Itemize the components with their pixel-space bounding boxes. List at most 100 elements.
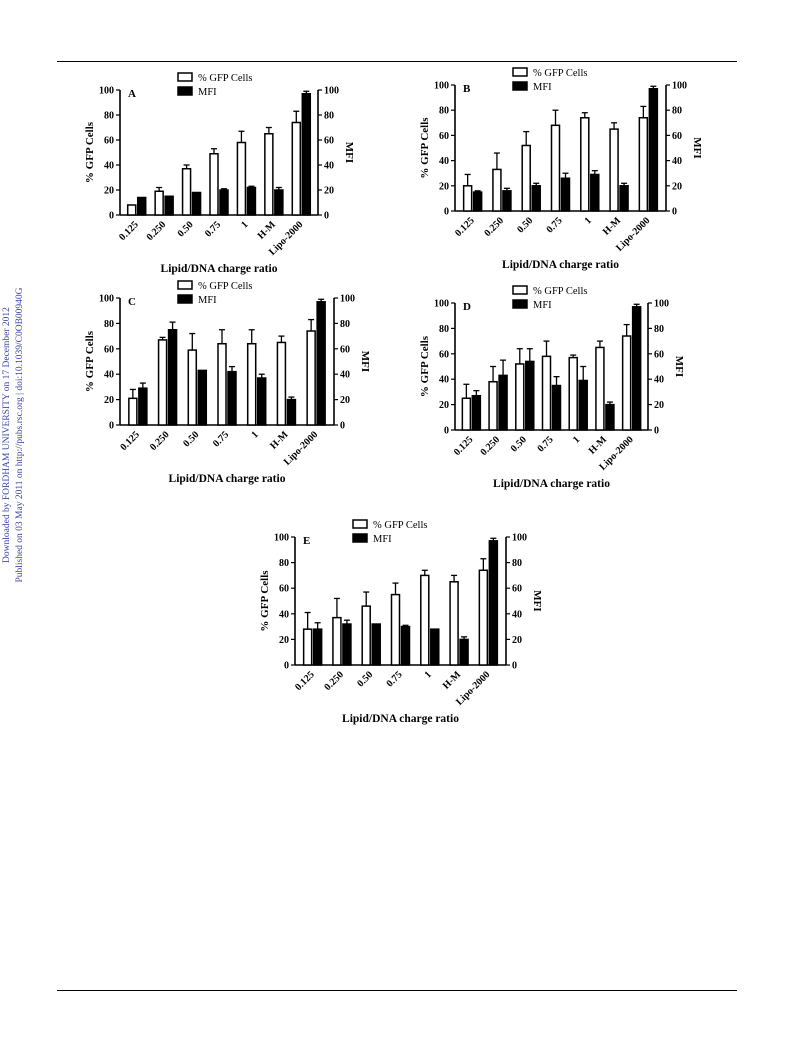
legend-swatch-gfp xyxy=(352,519,368,529)
y-tick-label-left: 80 xyxy=(104,111,114,122)
y-tick-label-right: 40 xyxy=(340,370,350,381)
legend-swatch-gfp xyxy=(512,67,528,77)
y-tick-label-right: 40 xyxy=(512,609,522,620)
y-tick-label-right: 20 xyxy=(654,400,664,411)
y-tick-label-left: 40 xyxy=(439,375,449,386)
y-tick-label-left: 0 xyxy=(444,207,449,218)
y-tick-label-right: 60 xyxy=(340,344,350,355)
y-tick-label-right: 20 xyxy=(324,186,334,197)
bar-mfi xyxy=(459,638,469,666)
bar-gfp xyxy=(302,628,313,666)
y-tick-label-right: 80 xyxy=(654,324,664,335)
x-tick-label: 0.250 xyxy=(322,669,346,693)
bar-mfi xyxy=(371,623,381,666)
legend-label-mfi: MFI xyxy=(198,295,217,306)
x-tick-label: 1 xyxy=(250,429,261,440)
x-axis-title: Lipid/DNA charge ratio xyxy=(502,259,619,271)
y-axis-title-left: % GFP Cells xyxy=(419,117,431,179)
y-tick-label-right: 40 xyxy=(654,375,664,386)
x-tick-label: 1 xyxy=(583,215,594,226)
bar-mfi xyxy=(488,540,499,666)
bar-gfp xyxy=(449,581,459,666)
y-tick-label-right: 60 xyxy=(672,131,682,142)
legend-swatch-mfi xyxy=(512,299,528,309)
legend-swatch-mfi xyxy=(177,86,193,96)
legend-label-gfp: % GFP Cells xyxy=(373,520,427,531)
y-tick-label-right: 60 xyxy=(654,349,664,360)
x-tick-label: 1 xyxy=(571,434,582,445)
y-tick-label-left: 0 xyxy=(444,426,449,437)
y-axis-title-left: % GFP Cells xyxy=(419,335,431,397)
bar-mfi xyxy=(197,369,208,426)
y-tick-label-left: 60 xyxy=(104,136,114,147)
x-axis-title: Lipid/DNA charge ratio xyxy=(342,713,459,725)
legend-swatch-gfp xyxy=(177,72,193,82)
y-tick-label-left: 0 xyxy=(284,661,289,672)
legend-label-gfp: % GFP Cells xyxy=(533,286,587,297)
panel-label: C xyxy=(128,296,136,308)
y-tick-label-left: 80 xyxy=(439,106,449,117)
y-axis-title-left: % GFP Cells xyxy=(84,121,96,183)
y-axis-title-right: MFI xyxy=(691,137,703,158)
y-tick-label-right: 0 xyxy=(340,421,345,432)
top-rule xyxy=(57,61,737,62)
y-tick-label-right: 80 xyxy=(324,111,334,122)
bar-gfp xyxy=(332,616,342,666)
y-tick-label-right: 100 xyxy=(654,299,669,310)
legend-label-mfi: MFI xyxy=(533,300,552,311)
legend-swatch-gfp xyxy=(177,280,193,290)
legend-label-gfp: % GFP Cells xyxy=(198,73,252,84)
y-tick-label-left: 20 xyxy=(104,395,114,406)
bar-mfi xyxy=(312,628,323,666)
y-tick-label-right: 0 xyxy=(512,661,517,672)
y-tick-label-right: 100 xyxy=(512,533,527,544)
legend-swatch-mfi xyxy=(177,294,193,304)
y-tick-label-left: 0 xyxy=(109,421,114,432)
y-tick-label-right: 80 xyxy=(672,106,682,117)
x-axis-title: Lipid/DNA charge ratio xyxy=(169,473,286,485)
panel-label: A xyxy=(128,88,136,100)
y-tick-label-left: 60 xyxy=(439,349,449,360)
y-tick-label-right: 0 xyxy=(672,207,677,218)
y-axis-title-left: % GFP Cells xyxy=(259,570,271,632)
y-tick-label-left: 60 xyxy=(104,344,114,355)
bar-mfi xyxy=(342,623,352,666)
bar-gfp xyxy=(478,569,489,666)
legend-label-gfp: % GFP Cells xyxy=(533,68,587,79)
y-axis-title-right: MFI xyxy=(359,351,371,372)
y-tick-label-left: 100 xyxy=(434,81,449,92)
x-tick-label: 0.125 xyxy=(293,669,317,693)
legend-label-mfi: MFI xyxy=(198,87,217,98)
legend-label-mfi: MFI xyxy=(533,82,552,93)
bottom-rule xyxy=(57,990,737,991)
y-axis-title-right: MFI xyxy=(343,142,355,163)
x-tick-label: 0.75 xyxy=(384,669,404,689)
legend-swatch-gfp xyxy=(512,285,528,295)
legend-swatch-mfi xyxy=(512,81,528,91)
y-tick-label-left: 0 xyxy=(109,211,114,222)
y-tick-label-right: 20 xyxy=(340,395,350,406)
legend-label-gfp: % GFP Cells xyxy=(198,281,252,292)
x-tick-label: 1 xyxy=(423,669,434,680)
y-tick-label-left: 20 xyxy=(104,186,114,197)
y-tick-label-left: 100 xyxy=(99,86,114,97)
bar-gfp xyxy=(390,593,401,666)
y-tick-label-left: 60 xyxy=(279,584,289,595)
y-tick-label-left: 80 xyxy=(104,319,114,330)
y-axis-title-left: % GFP Cells xyxy=(84,330,96,392)
y-tick-label-left: 60 xyxy=(439,131,449,142)
y-tick-label-right: 20 xyxy=(672,181,682,192)
y-tick-label-left: 100 xyxy=(274,533,289,544)
y-tick-label-left: 40 xyxy=(439,156,449,167)
panel-label: D xyxy=(463,301,471,313)
y-tick-label-right: 100 xyxy=(340,294,355,305)
y-tick-label-right: 100 xyxy=(672,81,687,92)
y-tick-label-right: 20 xyxy=(512,635,522,646)
y-tick-label-left: 20 xyxy=(439,400,449,411)
y-tick-label-left: 20 xyxy=(439,181,449,192)
y-tick-label-right: 0 xyxy=(324,211,329,222)
x-tick-label: H-M xyxy=(441,669,464,692)
